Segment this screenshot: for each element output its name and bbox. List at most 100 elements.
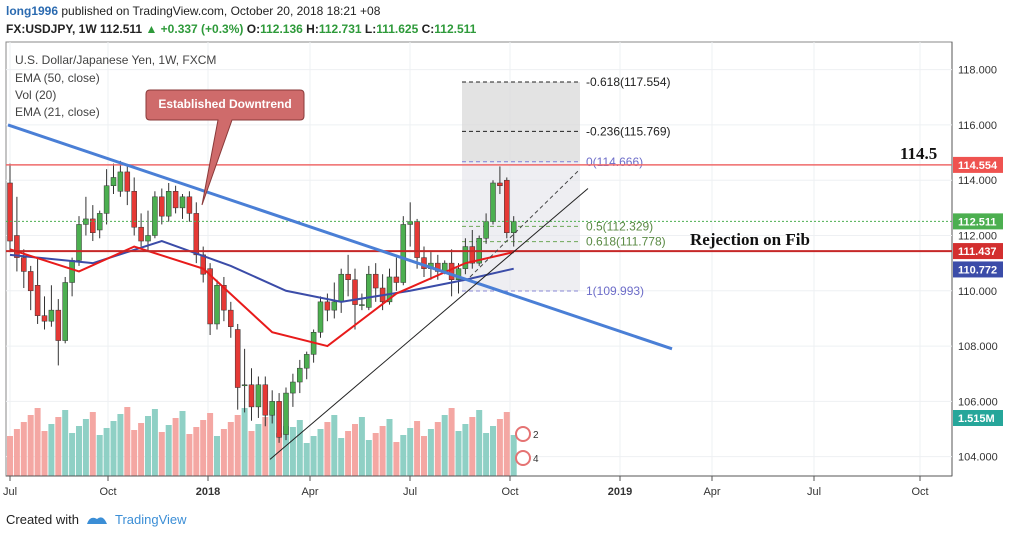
volume-bar [400,435,407,476]
volume-bar [427,429,434,476]
candle-body [145,235,151,242]
volume-bar [441,415,448,476]
y-tick-label: 104.000 [958,452,998,464]
candle-body [303,354,310,369]
x-tick-label: Oct [99,486,116,498]
candle-body [317,301,324,333]
candle-body [62,282,68,341]
volume-bar [117,414,124,476]
candle-body [469,246,476,264]
y-tick-label: 114.000 [958,175,997,187]
volume-bar [331,415,338,476]
up-arrow-icon: ▲ [145,22,158,36]
volume-bar [145,416,151,476]
callout-text: Established Downtrend [158,97,291,111]
candle-body [131,191,137,228]
volume-bar [289,427,296,476]
candle-body [276,401,282,438]
candle-body [262,384,269,416]
resistance-price-tag: 114.554 [958,160,998,172]
candle-body [200,254,206,275]
price-change: +0.337 (+0.3%) [160,22,244,36]
low-value: 111.625 [376,22,419,36]
y-tick-label: 116.000 [958,120,997,132]
volume-bar [462,424,469,476]
candle-body [90,218,96,233]
volume-bar [310,436,317,476]
volume-bar [227,422,234,476]
volume-bar [255,424,262,476]
volume-tag-bg [953,410,1003,426]
volume-bar [200,420,207,476]
candle-body [455,268,462,280]
event-badge-icon [515,450,531,466]
event-badge-count: 2 [533,430,539,441]
fib-level-label: 0(114.666) [586,155,643,169]
candle-body [366,273,372,308]
x-tick-label: Apr [301,486,318,498]
projection-line [469,168,581,278]
price-chart[interactable]: -0.618(117.554) -0.236(115.769) 0(114.666)… [0,0,1014,510]
downtrend-line [7,123,673,351]
footer: Created with TradingView [6,512,187,527]
candle-body [269,401,275,416]
high-label: H: [306,22,319,36]
volume-bar [386,419,393,476]
legend-ema21: EMA (21, close) [15,105,100,119]
volume-bar [234,415,241,476]
volume-bar [262,417,269,476]
candle-body [7,182,13,242]
current-price-tag-bg [953,213,1003,230]
x-tick-label: Jul [403,486,417,498]
volume-bar [165,425,172,476]
symbol: FX:USDJPY, 1W [6,22,97,36]
resistance-price-tag-bg [953,156,1003,173]
volume-tag: 1.515M [958,413,995,425]
fib-annotation: Rejection on Fib [690,230,810,249]
candle-body [172,191,179,209]
ema21-line [9,245,514,348]
open-label: O: [246,22,261,36]
symbol-line: FX:USDJPY, 1W 112.511 ▲ +0.337 (+0.3%) O… [6,22,476,36]
candle-body [76,224,82,261]
volume-bar [476,410,483,476]
x-tick-label: 2018 [196,486,220,498]
volume-bar [503,412,510,476]
candle-body [386,276,393,303]
candle-body [27,271,34,292]
volume-bar [352,424,358,476]
volume-bar [269,410,276,476]
volume-bar [110,421,117,476]
candle-body [110,177,117,186]
candle-body [283,392,289,435]
event-badge-icon [515,426,531,442]
volume-bar [82,419,89,476]
candle-body [483,221,489,239]
x-tick-label: Jul [807,486,821,498]
candle-body [324,301,331,311]
y-tick-label: 118.000 [958,65,997,77]
volume-bar [393,442,400,476]
volume-bar [324,422,331,476]
candle-body [165,191,172,217]
volume-bar [241,408,248,476]
candle-body [359,304,365,306]
volume-bar [483,433,490,476]
candle-body [214,285,220,325]
volume-bar [510,435,517,476]
volume-bar [421,436,427,476]
candle-body [290,381,296,394]
candle-body [138,226,144,242]
candle-body [407,221,413,225]
candle-body [117,171,124,192]
support-price-tag: 111.437 [958,246,997,258]
legend-ema50: EMA (50, close) [15,71,100,85]
volume-bar [207,413,214,476]
author-link[interactable]: long1996 [6,4,59,18]
candle-body [331,301,338,311]
candle-body [510,221,517,233]
y-tick-label: 106.000 [958,396,998,408]
volume-bar [193,427,200,476]
legend-vol: Vol (20) [15,88,56,102]
tradingview-link[interactable]: TradingView [114,512,187,527]
